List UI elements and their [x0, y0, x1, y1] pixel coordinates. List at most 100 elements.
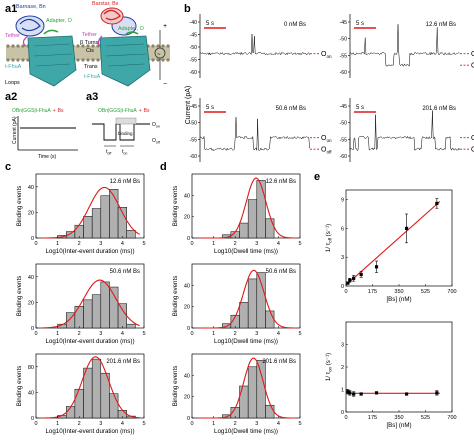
x-tick-label: 4	[277, 331, 280, 337]
lipid-head-top	[151, 44, 154, 47]
lipid-head-bottom	[16, 58, 19, 61]
histogram-bar	[84, 216, 93, 238]
y-axis-label: Binding events	[16, 276, 23, 317]
trace-y-tick-label: -55	[190, 58, 198, 64]
x-axis-label: Log10(Dwell time (ms))	[214, 338, 278, 345]
trace-y-tick-label: -60	[340, 70, 348, 76]
lipid-head-bottom	[21, 58, 24, 61]
panel-label-d: d	[160, 161, 167, 173]
x-tick-label: 5	[298, 331, 301, 337]
lipid-head-bottom	[161, 58, 164, 61]
x-tick-label: 1	[212, 331, 215, 337]
y-tick-label: 20	[184, 215, 190, 221]
y-tick-label: 80	[28, 365, 34, 371]
current-trace	[350, 111, 460, 151]
x-axis-label: Log10(Inter-event duration (ms))	[45, 428, 134, 435]
lipid-head-top	[16, 44, 19, 47]
histogram-bar	[248, 200, 257, 238]
concentration-label: 201.6 nM Bs	[106, 359, 140, 365]
linear-fit	[346, 202, 440, 286]
y-tick-label: 9	[341, 198, 344, 204]
y-axis-label: 1/ τon (s⁻¹)	[325, 353, 333, 381]
histogram-bar	[92, 295, 101, 328]
trace-y-tick-label: -40	[190, 20, 198, 26]
trace-y-tick-label: -55	[190, 137, 198, 143]
x-tick-label: 0	[190, 331, 193, 337]
x-tick-label: 700	[447, 289, 456, 295]
tfhua-barrel-left	[28, 36, 76, 86]
panel-label-e: e	[314, 171, 320, 183]
data-point	[435, 391, 438, 394]
scalebar-label: 5 s	[356, 105, 364, 111]
x-tick-label: 1	[56, 421, 59, 427]
panel-a3: a3 OBn|GGS|t-FhuA+Bs binding Oon Ooff to…	[86, 91, 160, 156]
histogram-bar	[265, 405, 274, 418]
histogram-bar	[240, 302, 249, 328]
lipid-head-bottom	[156, 58, 159, 61]
lipid-head-top	[11, 44, 14, 47]
y-axis-label-unit: (s⁻¹)	[325, 224, 332, 238]
y-tick-label: 6	[341, 226, 344, 232]
y-tick-label: 20	[28, 300, 34, 306]
x-tick-label: 3	[99, 331, 102, 337]
histogram-bar	[127, 324, 136, 328]
trace-y-tick-label: -45	[190, 33, 198, 39]
data-point	[360, 273, 363, 276]
data-point	[405, 392, 408, 395]
lipid-head-bottom	[96, 58, 99, 61]
trace-y-tick-label: -50	[190, 45, 198, 51]
x-tick-label: 0	[344, 415, 347, 421]
label-barnase-left: Barnase, Bn	[16, 4, 46, 10]
trace-y-tick-label: -60	[190, 70, 198, 76]
y-tick-label: 1	[341, 388, 344, 394]
a2-construct-label: OBn|GGS|t-FhuA+Bs	[12, 108, 64, 114]
x-tick-label: 0	[34, 421, 37, 427]
y-axis-label: Binding events	[16, 186, 23, 227]
concentration-label: 12.6 nM Bs	[110, 179, 140, 185]
x-tick-label: 5	[298, 241, 301, 247]
y-tick-label: 20	[184, 395, 190, 401]
trace-y-tick-label: -50	[340, 37, 348, 43]
label-trans: Trans	[84, 64, 98, 70]
tfhua-barrel-right	[100, 36, 150, 86]
x-tick-label: 2	[78, 331, 81, 337]
a2-xlabel: Time (s)	[38, 154, 56, 160]
histogram-bar	[75, 389, 84, 418]
a3-binding-label: binding	[118, 131, 133, 136]
x-tick-label: 3	[99, 241, 102, 247]
x-axis-label: Log10(Dwell time (ms))	[214, 248, 278, 255]
x-axis-label: [Bs] (nM)	[386, 422, 411, 429]
concentration-label: 201.6 nM Bs	[262, 359, 296, 365]
x-tick-label: 2	[234, 241, 237, 247]
x-tick-label: 3	[255, 241, 258, 247]
adapter-loop-left	[44, 30, 58, 34]
x-axis-label: Log10(Dwell time (ms))	[214, 428, 278, 435]
data-point	[352, 392, 355, 395]
label-loops: Loops	[5, 80, 20, 86]
current-trace	[350, 24, 460, 66]
panel-label-a3: a3	[86, 91, 98, 103]
lipid-head-top	[156, 44, 159, 47]
histogram-bar	[101, 196, 110, 238]
x-tick-label: 0	[34, 241, 37, 247]
y-tick-label: 20	[28, 210, 34, 216]
x-tick-label: 1	[56, 331, 59, 337]
current-trace	[200, 117, 310, 150]
minus-pole: −	[163, 81, 167, 88]
y-tick-label: 40	[184, 283, 190, 289]
panel-label-c: c	[5, 161, 11, 173]
x-tick-label: 5	[298, 421, 301, 427]
a3-ton-label: ton	[122, 149, 127, 156]
lipid-head-bottom	[81, 58, 84, 61]
trace-y-tick-label: -50	[340, 121, 348, 127]
x-tick-label: 0	[344, 289, 347, 295]
on-level-sub: on	[326, 54, 332, 59]
